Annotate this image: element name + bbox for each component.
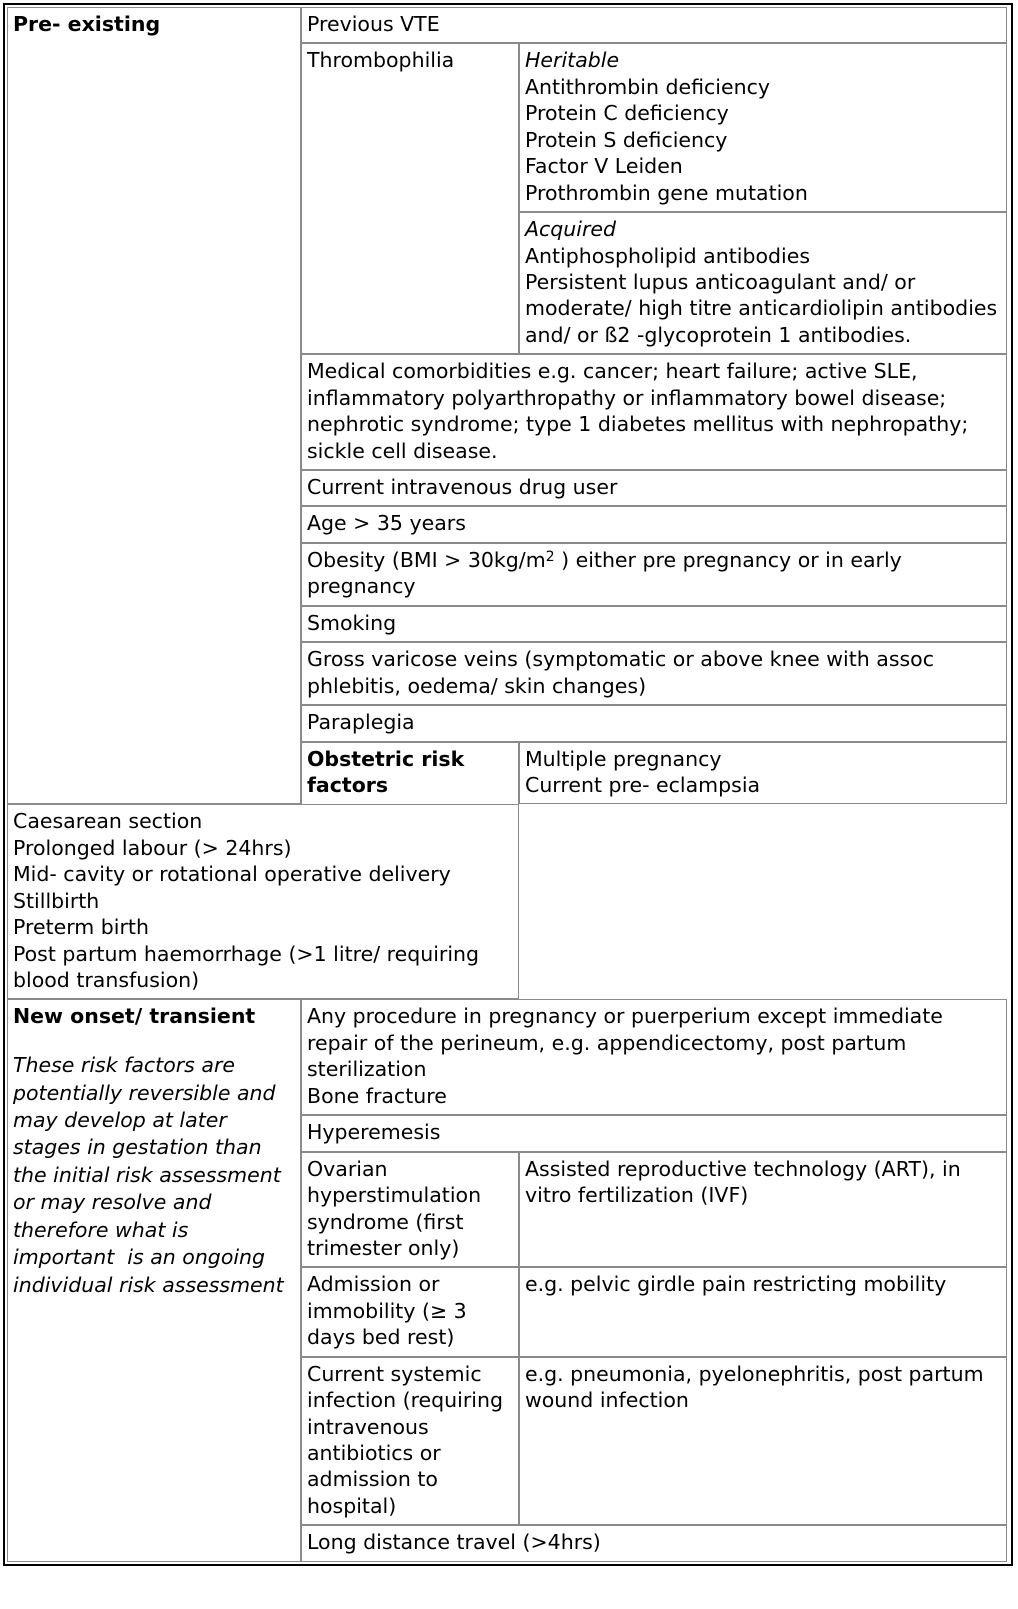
cell-age: Age > 35 years <box>301 506 1007 543</box>
cell-paraplegia: Paraplegia <box>301 705 1007 742</box>
cell-infection-label: Current systemic infection (requiring in… <box>301 1356 519 1526</box>
table-row-any-procedure: New onset/ transient These risk factors … <box>7 999 1007 1562</box>
cell-obstetric-group-one: Multiple pregnancy Current pre- eclampsi… <box>519 741 1007 805</box>
acquired-item: Persistent lupus anticoagulant and/ or m… <box>525 269 998 347</box>
table-row-thrombophilia-heritable: Thrombophilia Heritable Antithrombin def… <box>7 43 1007 355</box>
cell-immobility-label: Admission or immobility (≥ 3 days bed re… <box>301 1267 519 1357</box>
cell-iv-drug-user: Current intravenous drug user <box>301 470 1007 507</box>
heritable-item: Protein S deficiency <box>525 127 728 152</box>
risk-factor-table-container: Pre- existing Previous VTE Thrombophilia… <box>3 3 1013 1566</box>
category-note-new-onset: These risk factors are potentially rever… <box>13 1053 288 1297</box>
cell-medical-comorbidities: Medical comorbidities e.g. cancer; heart… <box>301 354 1007 470</box>
cell-previous-vte: Previous VTE <box>301 7 1007 44</box>
cell-obstetric-group-two: Caesarean section Prolonged labour (> 24… <box>7 804 519 1000</box>
cell-infection-detail: e.g. pneumonia, pyelonephritis, post par… <box>519 1356 1007 1526</box>
table-row-smoking: Smoking <box>7 605 1007 643</box>
heritable-item: Antithrombin deficiency <box>525 74 770 99</box>
acquired-item: Antiphospholipid antibodies <box>525 243 810 268</box>
category-label-pre-existing: Pre- existing <box>13 12 161 36</box>
category-label-new-onset: New onset/ transient <box>13 1004 256 1029</box>
heritable-item: Prothrombin gene mutation <box>525 180 808 205</box>
obstetric-item: Post partum haemorrhage (>1 litre/ requi… <box>13 941 480 992</box>
cell-smoking: Smoking <box>301 605 1007 643</box>
table-row-ohss: Ovarian hyperstimulation syndrome (first… <box>7 1151 1007 1268</box>
cell-long-distance-travel: Long distance travel (>4hrs) <box>301 1525 1007 1562</box>
obesity-superscript: 2 <box>545 549 555 566</box>
heritable-heading: Heritable <box>525 48 620 73</box>
risk-factor-table: Pre- existing Previous VTE Thrombophilia… <box>7 7 1007 1562</box>
cell-ohss-detail: Assisted reproductive technology (ART), … <box>519 1151 1007 1268</box>
table-row-hyperemesis: Hyperemesis <box>7 1115 1007 1152</box>
category-label-obstetric: Obstetric risk factors <box>307 746 465 798</box>
table-row-age: Age > 35 years <box>7 506 1007 543</box>
cell-thrombophilia-label: Thrombophilia <box>301 43 519 355</box>
obstetric-item: Multiple pregnancy <box>525 746 722 771</box>
heritable-item: Factor V Leiden <box>525 154 683 179</box>
heritable-item: Protein C deficiency <box>525 101 729 126</box>
table-row-iv-drug-user: Current intravenous drug user <box>7 470 1007 507</box>
table-row-paraplegia: Paraplegia <box>7 705 1007 742</box>
cell-ohss-label: Ovarian hyperstimulation syndrome (first… <box>301 1151 519 1268</box>
table-row-previous-vte: Pre- existing Previous VTE <box>7 7 1007 805</box>
category-cell-pre-existing: Pre- existing <box>7 7 301 805</box>
cell-immobility-detail: e.g. pelvic girdle pain restricting mobi… <box>519 1267 1007 1357</box>
obstetric-item: Preterm birth <box>13 915 149 940</box>
any-procedure-text: Any procedure in pregnancy or puerperium… <box>307 1004 943 1082</box>
table-row-varicose-veins: Gross varicose veins (symptomatic or abo… <box>7 642 1007 706</box>
table-row-long-distance-travel: Long distance travel (>4hrs) <box>7 1525 1007 1562</box>
table-row-medical-comorbidities: Medical comorbidities e.g. cancer; heart… <box>7 354 1007 470</box>
cell-varicose-veins: Gross varicose veins (symptomatic or abo… <box>301 642 1007 706</box>
obstetric-item: Current pre- eclampsia <box>525 772 761 797</box>
table-row-obesity: Obesity (BMI > 30kg/m2 ) either pre preg… <box>7 542 1007 606</box>
cell-obesity: Obesity (BMI > 30kg/m2 ) either pre preg… <box>301 542 1007 606</box>
table-row-immobility: Admission or immobility (≥ 3 days bed re… <box>7 1267 1007 1357</box>
cell-any-procedure: Any procedure in pregnancy or puerperium… <box>301 999 1007 1116</box>
obesity-text-post: ) either pre pregnancy or in early pregn… <box>307 547 902 599</box>
obesity-text-pre: Obesity (BMI > 30kg/m <box>307 547 546 572</box>
acquired-heading: Acquired <box>525 217 617 242</box>
table-row-systemic-infection: Current systemic infection (requiring in… <box>7 1356 1007 1526</box>
category-cell-new-onset: New onset/ transient These risk factors … <box>7 999 301 1562</box>
cell-thrombophilia-heritable: Heritable Antithrombin deficiency Protei… <box>519 43 1007 213</box>
obstetric-item: Mid- cavity or rotational operative deli… <box>13 862 451 913</box>
obstetric-item: Caesarean section <box>13 809 203 834</box>
cell-thrombophilia-acquired: Acquired Antiphospholipid antibodies Per… <box>519 212 1007 355</box>
bone-fracture-text: Bone fracture <box>307 1083 447 1108</box>
cell-hyperemesis: Hyperemesis <box>301 1115 1007 1152</box>
table-row-obstetric-group-two: Caesarean section Prolonged labour (> 24… <box>7 804 1007 1000</box>
obstetric-item: Prolonged labour (> 24hrs) <box>13 835 292 860</box>
table-row-thrombophilia-acquired: Acquired Antiphospholipid antibodies Per… <box>7 212 1007 355</box>
